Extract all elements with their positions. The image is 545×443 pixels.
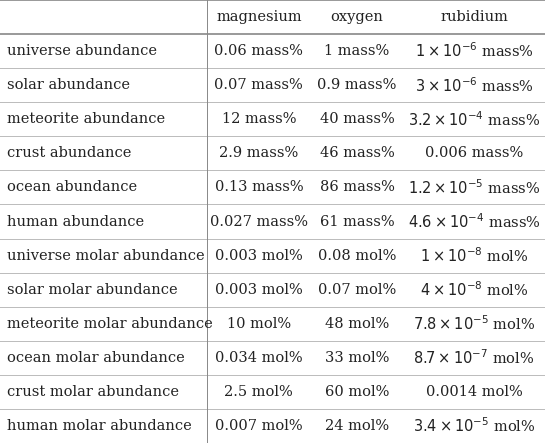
Text: ocean molar abundance: ocean molar abundance	[7, 351, 184, 365]
Text: 12 mass%: 12 mass%	[222, 112, 296, 126]
Text: $3\times10^{-6}$ mass%: $3\times10^{-6}$ mass%	[415, 76, 534, 94]
Text: 0.003 mol%: 0.003 mol%	[215, 283, 303, 297]
Text: 2.9 mass%: 2.9 mass%	[219, 146, 299, 160]
Text: 0.07 mass%: 0.07 mass%	[215, 78, 303, 92]
Text: $1\times10^{-8}$ mol%: $1\times10^{-8}$ mol%	[420, 246, 529, 265]
Text: $8.7\times10^{-7}$ mol%: $8.7\times10^{-7}$ mol%	[414, 349, 535, 367]
Text: 0.003 mol%: 0.003 mol%	[215, 249, 303, 263]
Text: $3.4\times10^{-5}$ mol%: $3.4\times10^{-5}$ mol%	[413, 416, 535, 435]
Text: 0.08 mol%: 0.08 mol%	[318, 249, 396, 263]
Text: 60 mol%: 60 mol%	[325, 385, 389, 399]
Text: 0.07 mol%: 0.07 mol%	[318, 283, 396, 297]
Text: human molar abundance: human molar abundance	[7, 419, 191, 433]
Text: solar molar abundance: solar molar abundance	[7, 283, 177, 297]
Text: human abundance: human abundance	[7, 214, 144, 229]
Text: $4.6\times10^{-4}$ mass%: $4.6\times10^{-4}$ mass%	[408, 212, 541, 231]
Text: 46 mass%: 46 mass%	[319, 146, 395, 160]
Text: $7.8\times10^{-5}$ mol%: $7.8\times10^{-5}$ mol%	[413, 315, 535, 333]
Text: crust molar abundance: crust molar abundance	[7, 385, 179, 399]
Text: meteorite molar abundance: meteorite molar abundance	[7, 317, 213, 331]
Text: 33 mol%: 33 mol%	[325, 351, 389, 365]
Text: rubidium: rubidium	[440, 10, 508, 24]
Text: crust abundance: crust abundance	[7, 146, 131, 160]
Text: 86 mass%: 86 mass%	[319, 180, 395, 194]
Text: $1\times10^{-6}$ mass%: $1\times10^{-6}$ mass%	[415, 42, 534, 60]
Text: 2.5 mol%: 2.5 mol%	[225, 385, 293, 399]
Text: solar abundance: solar abundance	[7, 78, 130, 92]
Text: 0.13 mass%: 0.13 mass%	[215, 180, 303, 194]
Text: 1 mass%: 1 mass%	[324, 44, 390, 58]
Text: 0.0014 mol%: 0.0014 mol%	[426, 385, 523, 399]
Text: 0.027 mass%: 0.027 mass%	[210, 214, 308, 229]
Text: oxygen: oxygen	[330, 10, 384, 24]
Text: 40 mass%: 40 mass%	[319, 112, 395, 126]
Text: ocean abundance: ocean abundance	[7, 180, 137, 194]
Text: $4\times10^{-8}$ mol%: $4\times10^{-8}$ mol%	[420, 280, 529, 299]
Text: 0.034 mol%: 0.034 mol%	[215, 351, 302, 365]
Text: 24 mol%: 24 mol%	[325, 419, 389, 433]
Text: universe abundance: universe abundance	[7, 44, 156, 58]
Text: 48 mol%: 48 mol%	[325, 317, 389, 331]
Text: $1.2\times10^{-5}$ mass%: $1.2\times10^{-5}$ mass%	[408, 178, 540, 197]
Text: 0.006 mass%: 0.006 mass%	[425, 146, 523, 160]
Text: 0.9 mass%: 0.9 mass%	[317, 78, 397, 92]
Text: 10 mol%: 10 mol%	[227, 317, 291, 331]
Text: 61 mass%: 61 mass%	[320, 214, 394, 229]
Text: 0.06 mass%: 0.06 mass%	[214, 44, 304, 58]
Text: magnesium: magnesium	[216, 10, 302, 24]
Text: meteorite abundance: meteorite abundance	[7, 112, 165, 126]
Text: 0.007 mol%: 0.007 mol%	[215, 419, 302, 433]
Text: universe molar abundance: universe molar abundance	[7, 249, 204, 263]
Text: $3.2\times10^{-4}$ mass%: $3.2\times10^{-4}$ mass%	[408, 110, 540, 128]
